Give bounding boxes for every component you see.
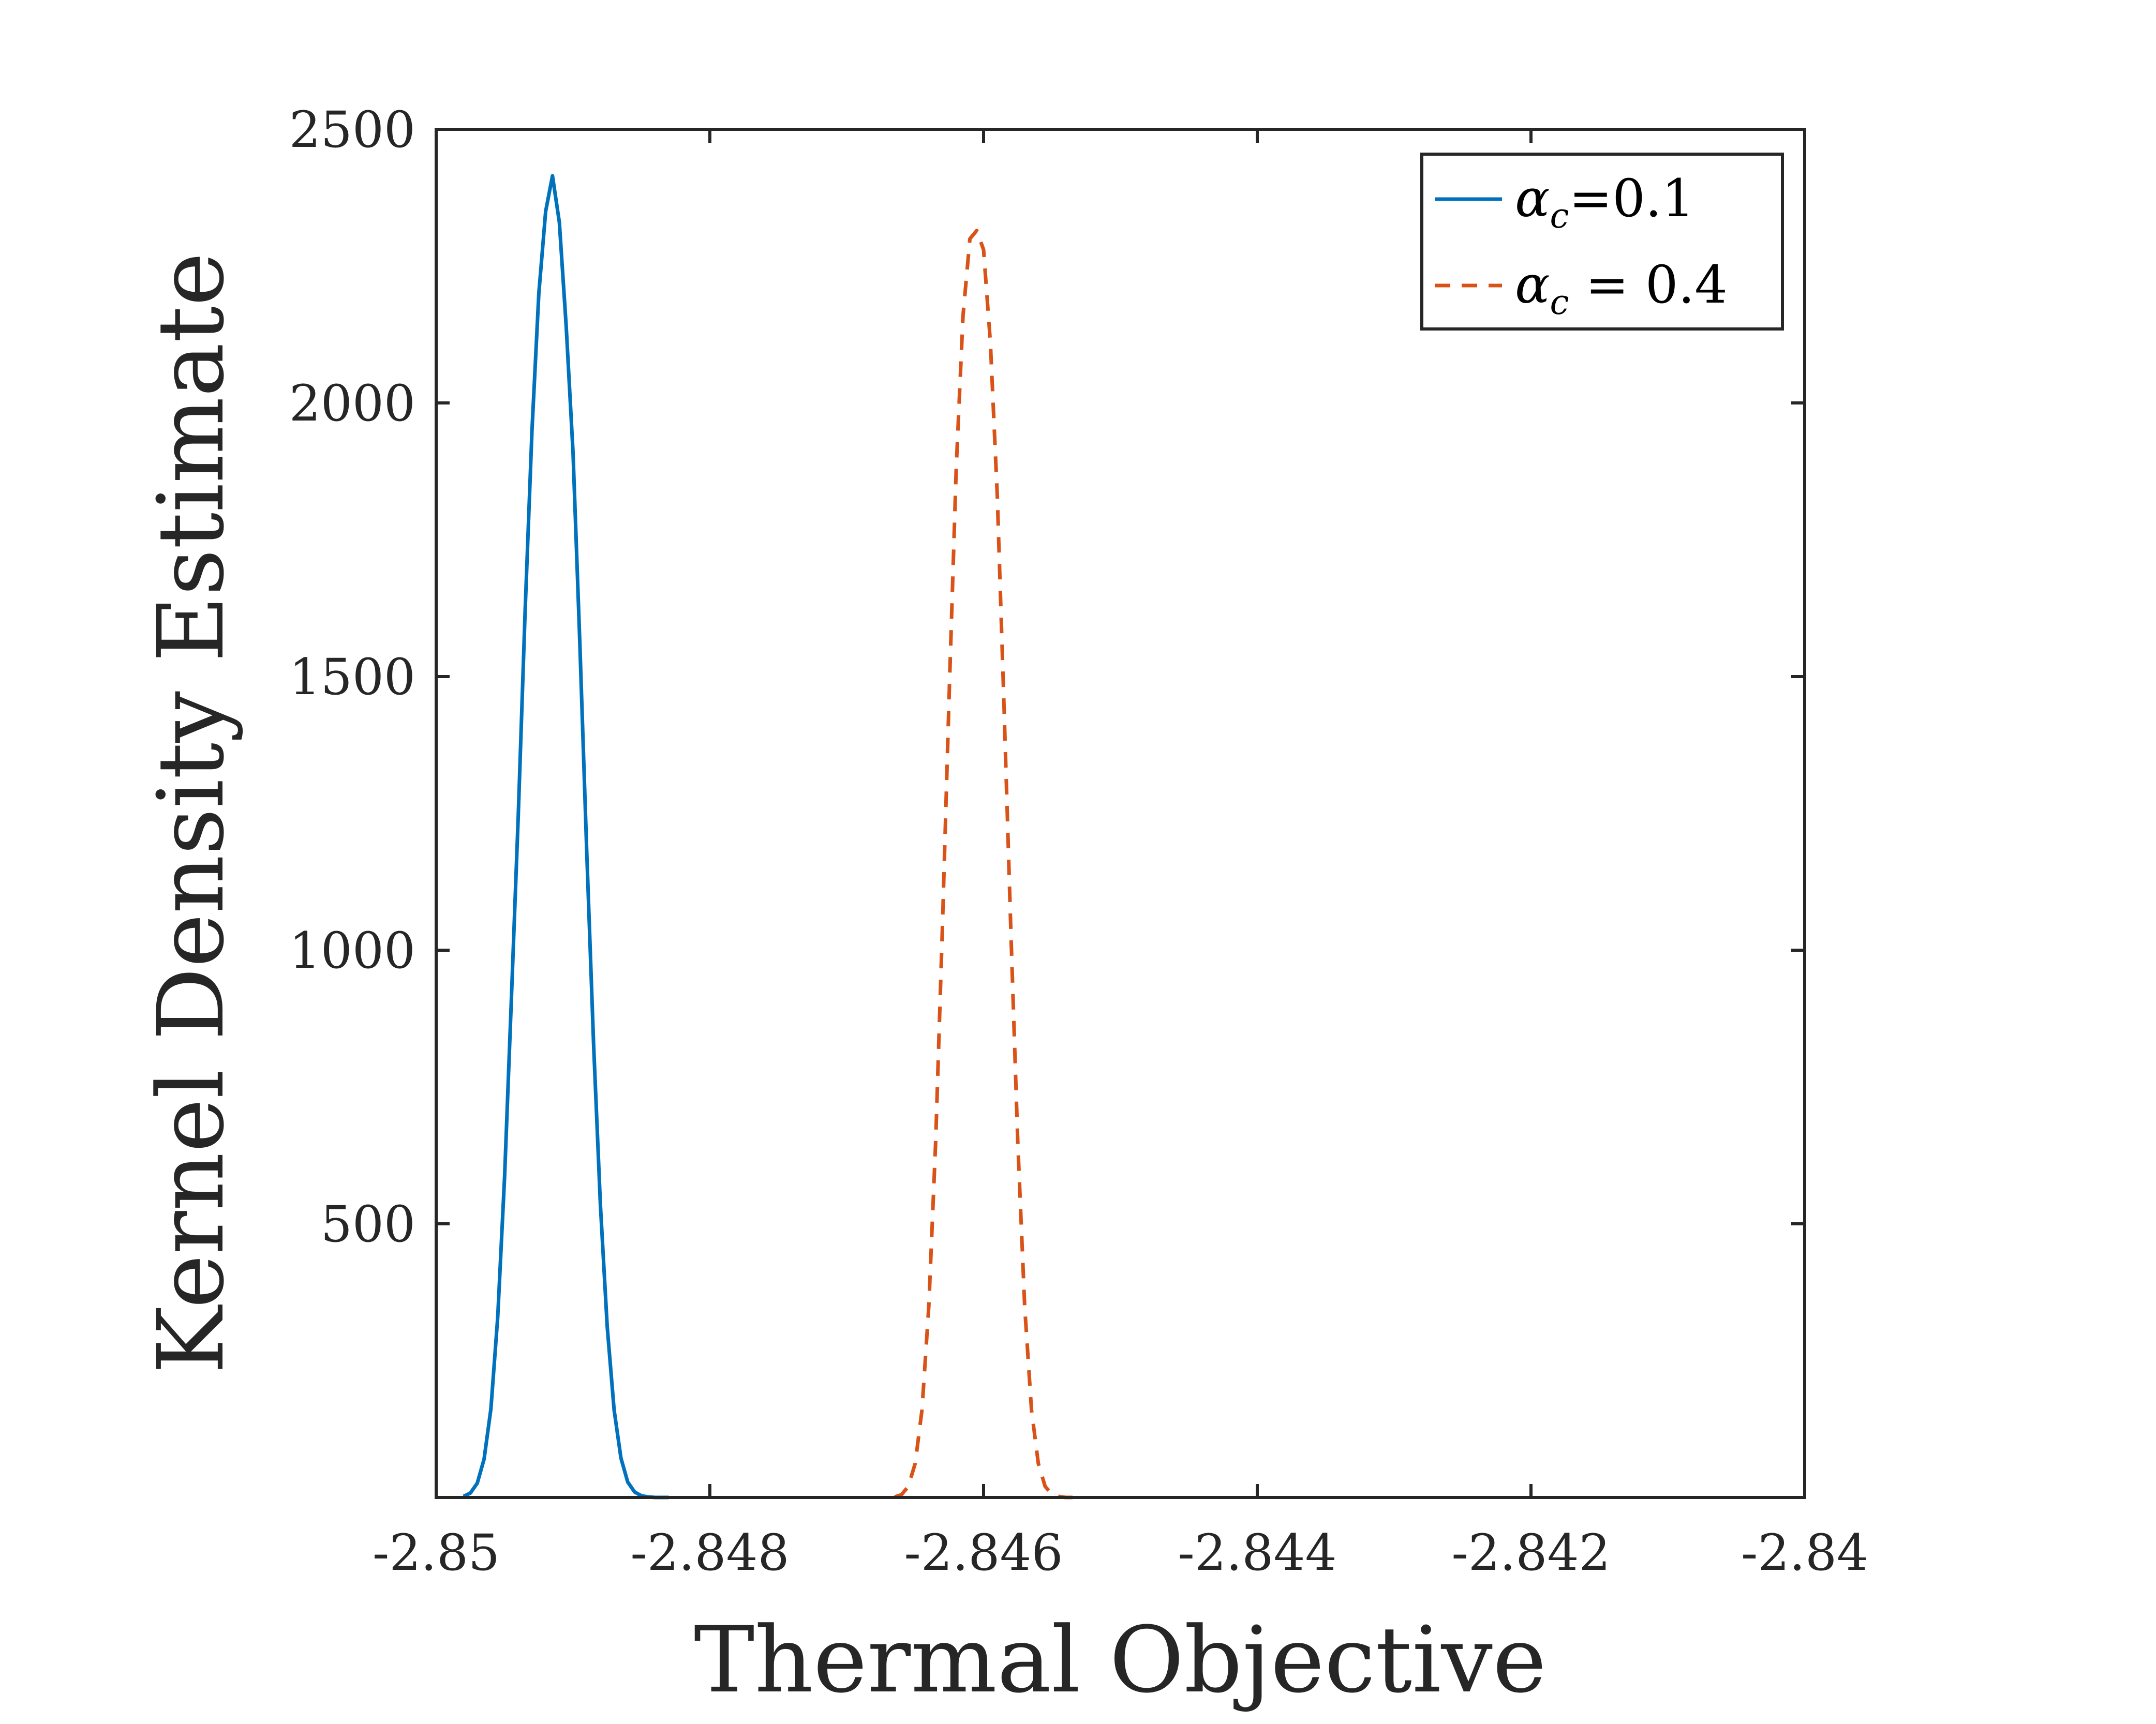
legend: αc=0.1 αc = 0.4 — [1420, 153, 1784, 331]
x-axis-title: Thermal Objective — [694, 1607, 1547, 1713]
series-layer — [463, 174, 1073, 1500]
y-tick-label-2: 1000 — [289, 922, 415, 980]
plot-area — [436, 129, 1805, 1497]
legend-symbol: α — [1515, 254, 1550, 315]
axes-box — [435, 128, 1806, 1499]
tick-layer: -2.85 -2.848 -2.846 -2.844 -2.842 -2.84 500 100… — [289, 101, 1868, 1582]
legend-entry-series-2: αc = 0.4 — [1515, 254, 1728, 322]
legend-value: =0.1 — [1569, 168, 1695, 229]
x-tick-label-5: -2.842 — [1451, 1524, 1610, 1582]
y-axis-title: Kernel Density Estimate — [138, 252, 244, 1374]
x-tick-label-4: -2.844 — [1178, 1524, 1336, 1582]
y-tick-label-4: 2000 — [289, 374, 415, 432]
series-line-2 — [894, 229, 1073, 1500]
x-tick-label-2: -2.848 — [630, 1524, 789, 1582]
x-tick-label-6: -2.84 — [1741, 1524, 1868, 1582]
y-tick-label-1: 500 — [321, 1195, 415, 1253]
legend-subscript: c — [1550, 196, 1569, 236]
legend-entry-series-1: αc=0.1 — [1515, 168, 1694, 236]
legend-value: = 0.4 — [1569, 254, 1728, 315]
y-tick-label-3: 1500 — [289, 648, 415, 706]
x-tick-label-1: -2.85 — [373, 1524, 500, 1582]
legend-symbol: α — [1515, 168, 1550, 229]
series-line-1 — [463, 174, 669, 1500]
legend-box — [1420, 153, 1784, 331]
y-tick-label-5: 2500 — [289, 101, 415, 159]
legend-subscript: c — [1550, 282, 1569, 322]
x-tick-label-3: -2.846 — [904, 1524, 1063, 1582]
